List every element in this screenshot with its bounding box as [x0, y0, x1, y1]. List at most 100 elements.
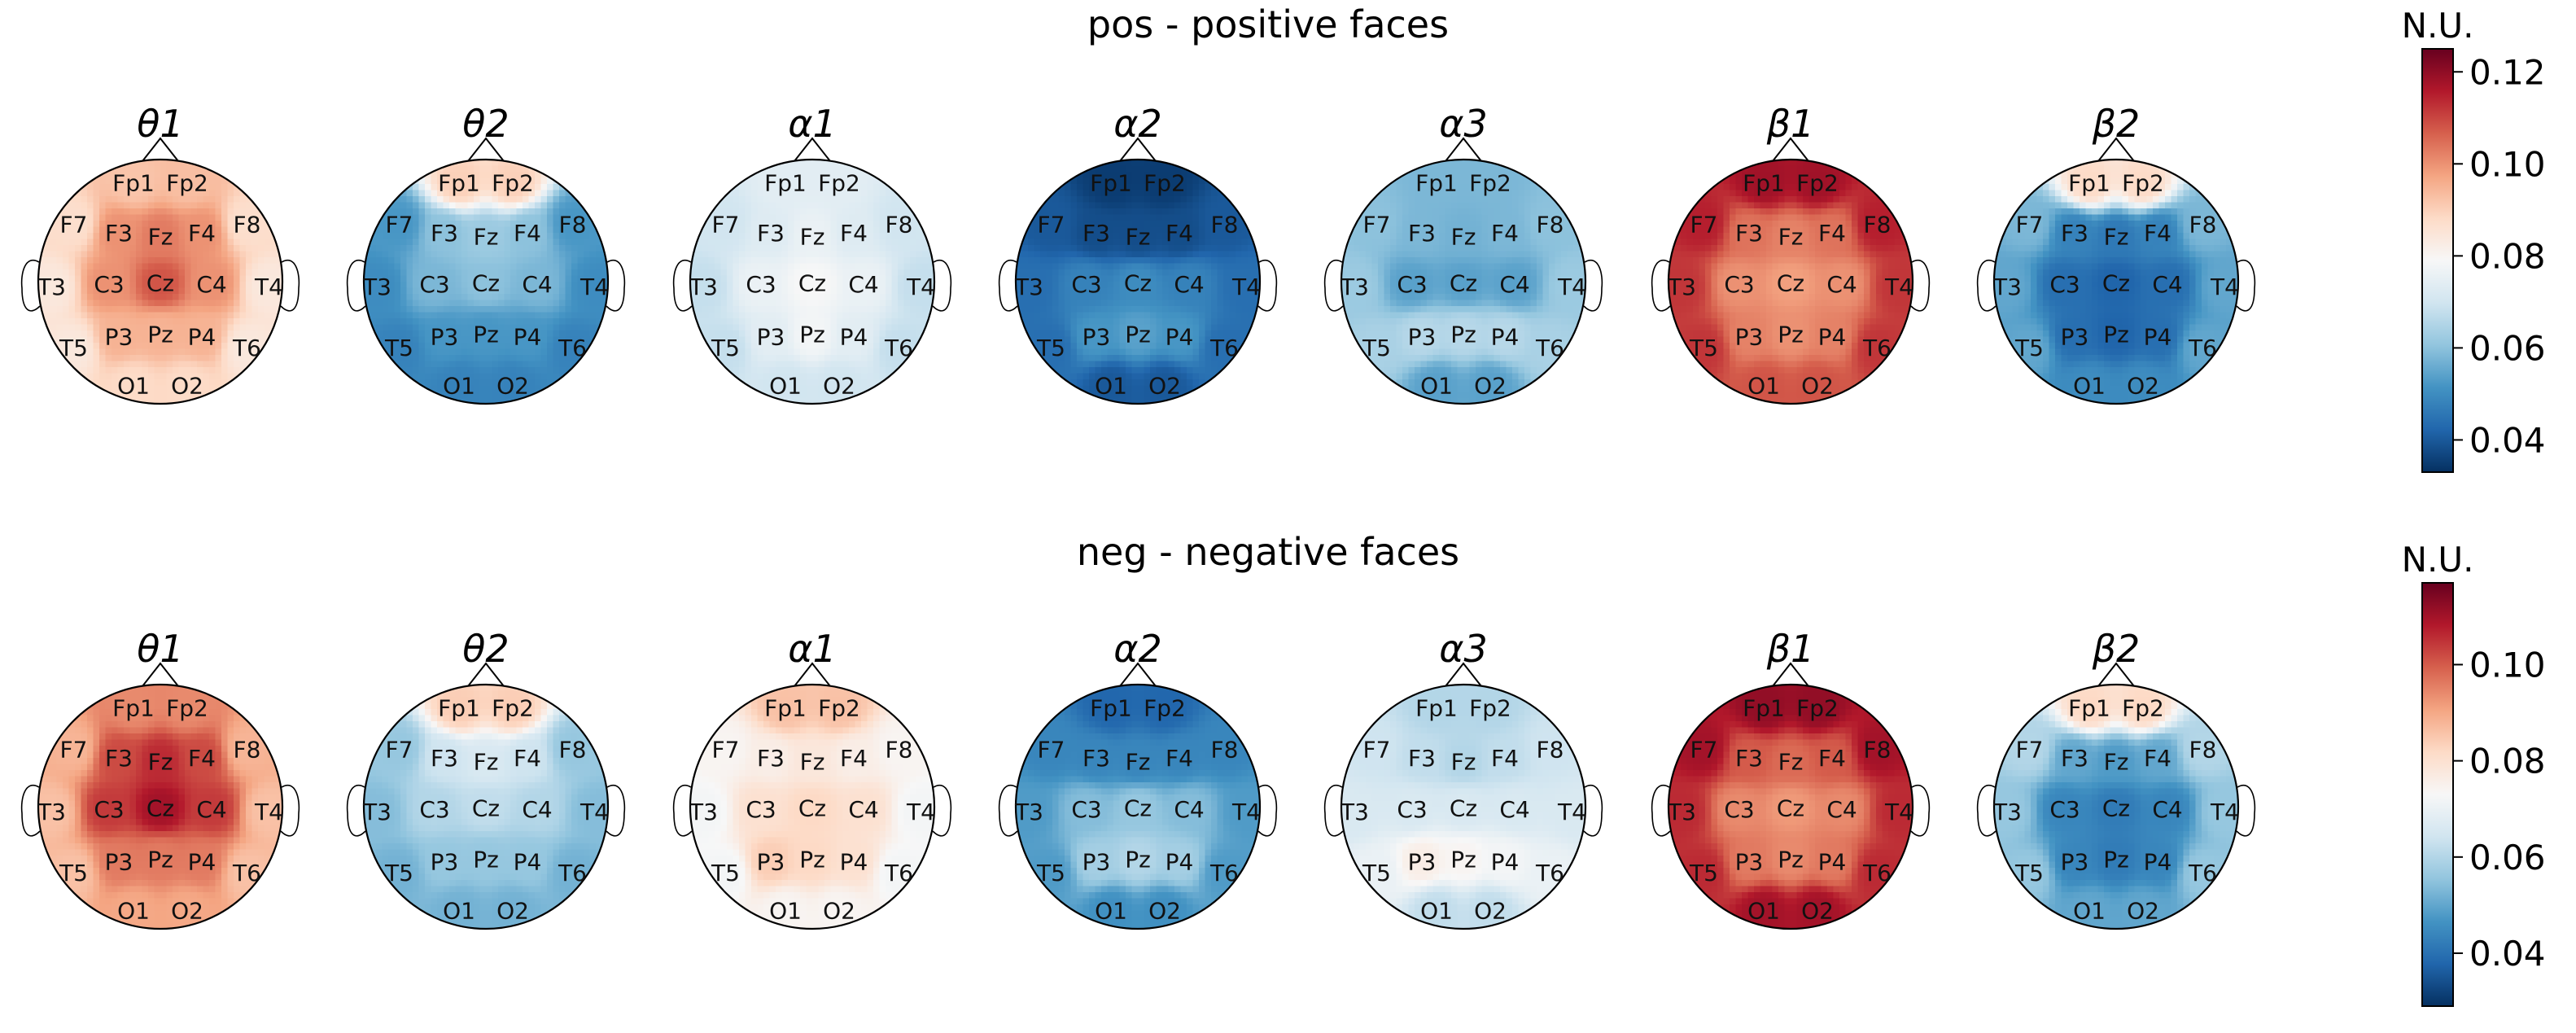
electrode-label-T4: T4 — [906, 799, 935, 825]
electrode-label-T3: T3 — [1667, 799, 1696, 825]
electrode-label-F8: F8 — [886, 737, 913, 764]
electrode-label-T6: T6 — [232, 860, 261, 886]
electrode-label-O1: O1 — [2073, 373, 2106, 400]
nose-icon — [1119, 137, 1157, 162]
electrode-label-T4: T4 — [1884, 799, 1913, 825]
electrode-label-Cz: Cz — [147, 270, 174, 297]
electrode-label-Fp2: Fp2 — [818, 695, 860, 722]
left-ear-icon — [1976, 784, 1997, 837]
electrode-label-F7: F7 — [60, 212, 88, 239]
electrode-label-Fp1: Fp1 — [112, 170, 155, 197]
electrode-label-O1: O1 — [1747, 898, 1780, 925]
electrode-label-O2: O2 — [823, 373, 855, 400]
electrode-label-T4: T4 — [2210, 274, 2239, 300]
electrode-label-F7: F7 — [1690, 212, 1718, 239]
electrode-label-T3: T3 — [1992, 799, 2022, 825]
electrode-label-Fz: Fz — [1778, 749, 1804, 776]
electrode-label-Pz: Pz — [799, 847, 825, 873]
electrode-label-O1: O1 — [769, 373, 802, 400]
electrode-label-F3: F3 — [757, 745, 785, 772]
electrode-label-C3: C3 — [419, 271, 449, 298]
electrode-label-T3: T3 — [37, 799, 66, 825]
electrode-label-T5: T5 — [2014, 335, 2044, 361]
electrode-label-Fp2: Fp2 — [492, 695, 534, 722]
electrode-label-Fp1: Fp1 — [438, 695, 480, 722]
electrode-label-F4: F4 — [1491, 220, 1519, 247]
electrode-label-O1: O1 — [117, 898, 150, 925]
electrode-label-Pz: Pz — [799, 322, 825, 348]
electrode-label-O1: O1 — [1420, 898, 1453, 925]
electrode-label-T4: T4 — [254, 274, 283, 300]
colorbar-tick-label: 0.04 — [2469, 934, 2546, 974]
electrode-label-T6: T6 — [1535, 860, 1564, 886]
electrode-label-F4: F4 — [1491, 745, 1519, 772]
electrode-label-Pz: Pz — [2103, 847, 2129, 873]
electrode-label-P3: P3 — [1408, 849, 1437, 876]
colorbar-tick-label: 0.06 — [2469, 328, 2546, 368]
electrode-label-C4: C4 — [196, 271, 226, 298]
electrode-label-F3: F3 — [431, 220, 458, 247]
electrode-label-Cz: Cz — [1450, 795, 1477, 822]
colorbar-tick-label: 0.06 — [2469, 838, 2546, 878]
electrode-label-C4: C4 — [1499, 271, 1529, 298]
electrode-label-F8: F8 — [234, 212, 261, 239]
electrode-label-P3: P3 — [1735, 324, 1764, 351]
colorbar-tick-label: 0.10 — [2469, 144, 2546, 184]
electrode-label-T3: T3 — [37, 274, 66, 300]
electrode-label-T5: T5 — [1362, 860, 1391, 886]
electrode-label-Pz: Pz — [473, 847, 499, 873]
right-ear-icon — [2236, 259, 2256, 312]
electrode-label-O2: O2 — [1148, 373, 1181, 400]
nose-icon — [467, 662, 505, 687]
left-ear-icon — [1323, 784, 1344, 837]
electrode-label-P4: P4 — [1818, 849, 1847, 876]
colorbar: N.U. 0.04 0.06 0.08 0.10 — [2402, 540, 2546, 1007]
electrode-label-F7: F7 — [386, 212, 413, 239]
head-outline — [1667, 683, 1914, 930]
head-outline — [37, 158, 284, 405]
electrode-label-F7: F7 — [712, 737, 740, 764]
electrode-label-T6: T6 — [2188, 335, 2217, 361]
electrode-label-Fp2: Fp2 — [166, 695, 208, 722]
electrode-label-T3: T3 — [1667, 274, 1696, 300]
left-ear-icon — [672, 259, 693, 312]
electrode-label-C3: C3 — [1397, 796, 1427, 823]
electrode-label-C3: C3 — [1071, 796, 1101, 823]
head-outline — [362, 158, 610, 405]
electrode-label-Pz: Pz — [1778, 322, 1804, 348]
scalp-field — [1668, 160, 1913, 404]
electrode-label-O1: O1 — [1420, 373, 1453, 400]
electrode-label-P3: P3 — [1082, 849, 1111, 876]
electrode-label-Fz: Fz — [148, 749, 173, 776]
electrode-label-F7: F7 — [60, 737, 88, 764]
electrode-label-T3: T3 — [1340, 799, 1369, 825]
electrode-label-F7: F7 — [2016, 212, 2044, 239]
electrode-label-Fp2: Fp2 — [1144, 170, 1186, 197]
nose-icon — [1119, 662, 1157, 687]
scalp-field — [1994, 160, 2238, 404]
electrode-label-Fz: Fz — [474, 749, 499, 776]
electrode-label-Fp2: Fp2 — [1469, 695, 1511, 722]
electrode-label-T4: T4 — [579, 799, 609, 825]
electrode-label-Cz: Cz — [147, 795, 174, 822]
electrode-label-Fz: Fz — [1126, 749, 1151, 776]
right-ear-icon — [1257, 784, 1278, 837]
right-ear-icon — [932, 259, 952, 312]
electrode-label-F8: F8 — [1537, 212, 1564, 239]
left-ear-icon — [998, 784, 1018, 837]
electrode-label-Fp2: Fp2 — [492, 170, 534, 197]
right-ear-icon — [932, 784, 952, 837]
electrode-label-Pz: Pz — [473, 322, 499, 348]
electrode-label-F8: F8 — [559, 212, 587, 239]
electrode-label-Fp2: Fp2 — [166, 170, 208, 197]
electrode-label-P4: P4 — [1166, 324, 1194, 351]
panel-title: pos - positive faces — [1087, 2, 1449, 46]
electrode-label-F4: F4 — [2144, 745, 2171, 772]
